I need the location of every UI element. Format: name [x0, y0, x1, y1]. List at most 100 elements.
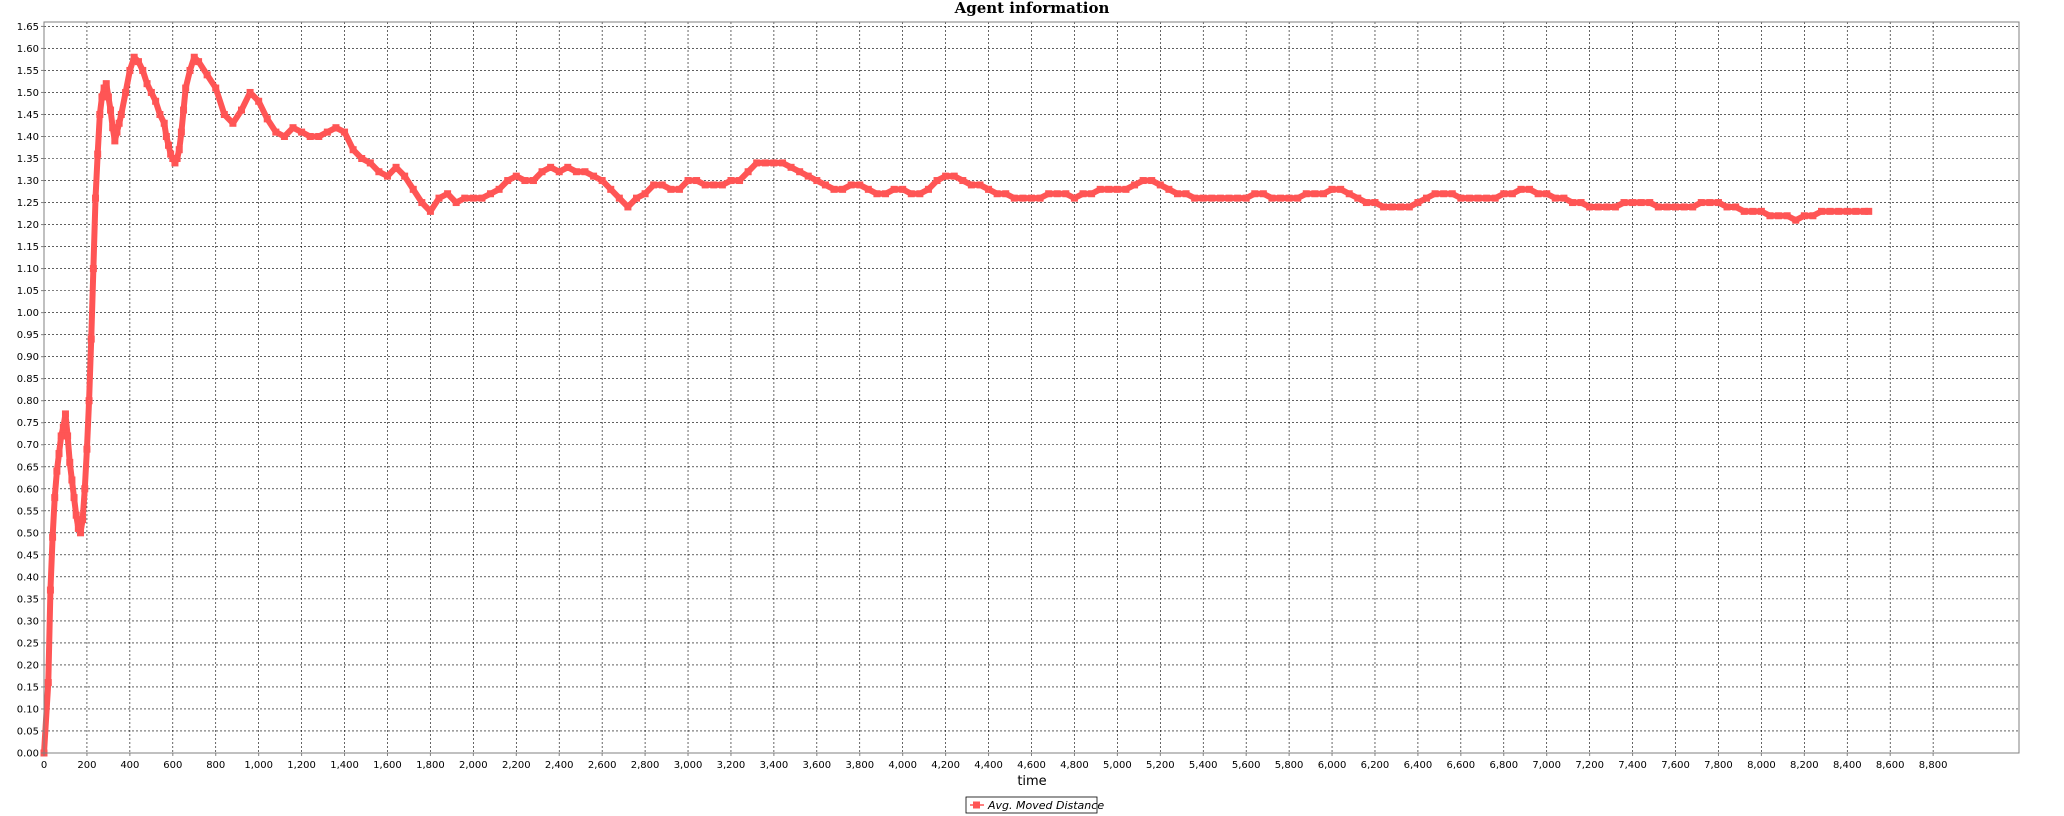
x-tick-label: 3,800: [845, 760, 874, 771]
data-point: [383, 172, 391, 180]
data-point: [1345, 190, 1353, 198]
data-point: [1852, 207, 1860, 215]
data-point: [109, 124, 117, 132]
data-point: [229, 119, 237, 127]
data-point: [667, 185, 675, 193]
y-tick-label: 0.90: [17, 352, 39, 363]
data-point: [821, 181, 829, 189]
data-point: [1259, 190, 1267, 198]
data-point: [68, 476, 76, 484]
y-tick-label: 1.45: [17, 110, 39, 121]
data-point: [130, 53, 138, 61]
data-point: [993, 190, 1001, 198]
grid: [44, 22, 2019, 753]
data-point: [598, 177, 606, 185]
data-point: [469, 194, 477, 202]
data-point: [813, 177, 821, 185]
data-point: [72, 511, 80, 519]
data-point: [942, 172, 950, 180]
data-point: [1697, 199, 1705, 207]
data-point: [1045, 190, 1053, 198]
y-tick-label: 0.15: [17, 682, 39, 693]
data-point: [1551, 194, 1559, 202]
data-point: [907, 190, 915, 198]
data-point: [1800, 212, 1808, 220]
x-tick-label: 6,800: [1489, 760, 1518, 771]
x-tick-label: 8,800: [1919, 760, 1948, 771]
data-point: [1105, 185, 1113, 193]
x-tick-label: 7,000: [1532, 760, 1561, 771]
data-point: [1182, 190, 1190, 198]
data-point: [113, 128, 121, 136]
data-point: [126, 66, 134, 74]
x-tick-label: 1,800: [416, 760, 445, 771]
data-point: [98, 93, 106, 101]
data-point: [590, 172, 598, 180]
data-point: [1371, 199, 1379, 207]
data-point: [761, 159, 769, 167]
y-tick-label: 0.25: [17, 638, 39, 649]
data-point: [452, 199, 460, 207]
data-point: [873, 190, 881, 198]
x-tick-label: 200: [77, 760, 96, 771]
data-point: [51, 494, 59, 502]
x-tick-label: 4,800: [1060, 760, 1089, 771]
data-point: [409, 185, 417, 193]
data-point: [916, 190, 924, 198]
data-point: [1740, 207, 1748, 215]
data-point: [1714, 199, 1722, 207]
data-point: [1431, 190, 1439, 198]
data-point: [152, 97, 160, 105]
data-point: [487, 190, 495, 198]
data-point: [315, 132, 323, 140]
data-point: [1440, 190, 1448, 198]
data-point: [1216, 194, 1224, 202]
data-point: [1088, 190, 1096, 198]
data-point: [1319, 190, 1327, 198]
x-tick-label: 2,800: [631, 760, 660, 771]
data-point: [392, 163, 400, 171]
data-point: [976, 181, 984, 189]
data-point: [147, 88, 155, 96]
data-point: [1113, 185, 1121, 193]
data-point: [134, 58, 142, 66]
y-tick-label: 0.40: [17, 572, 39, 583]
data-point: [1680, 203, 1688, 211]
x-tick-label: 3,200: [717, 760, 746, 771]
data-point: [1594, 203, 1602, 211]
data-point: [1483, 194, 1491, 202]
chart-title: Agent information: [954, 0, 1110, 17]
data-point: [1775, 212, 1783, 220]
y-tick-label: 0.30: [17, 616, 39, 627]
data-point: [180, 106, 188, 114]
x-tick-label: 4,400: [974, 760, 1003, 771]
legend-item-avg-moved-distance: Avg. Moved Distance: [987, 799, 1104, 812]
data-point: [1526, 185, 1534, 193]
data-point: [64, 432, 72, 440]
x-tick-label: 4,200: [931, 760, 960, 771]
data-point: [85, 397, 93, 405]
data-point: [94, 150, 102, 158]
data-point: [1663, 203, 1671, 211]
data-point: [1577, 199, 1585, 207]
data-point: [985, 185, 993, 193]
data-point: [173, 155, 181, 163]
x-tick-label: 2,400: [545, 760, 574, 771]
x-tick-label: 2,200: [502, 760, 531, 771]
data-point: [770, 159, 778, 167]
data-point: [182, 84, 190, 92]
data-point: [203, 71, 211, 79]
data-point: [1637, 199, 1645, 207]
data-point: [332, 124, 340, 132]
y-tick-label: 0.95: [17, 330, 39, 341]
y-tick-label: 0.50: [17, 528, 39, 539]
data-point: [1096, 185, 1104, 193]
data-point: [1560, 194, 1568, 202]
y-tick-label: 1.25: [17, 198, 39, 209]
legend-box: [965, 796, 1098, 814]
x-tick-label: 4,600: [1017, 760, 1046, 771]
data-point: [1517, 185, 1525, 193]
x-tick-label: 8,000: [1747, 760, 1776, 771]
y-tick-label: 0.70: [17, 440, 39, 451]
data-point: [1835, 207, 1843, 215]
